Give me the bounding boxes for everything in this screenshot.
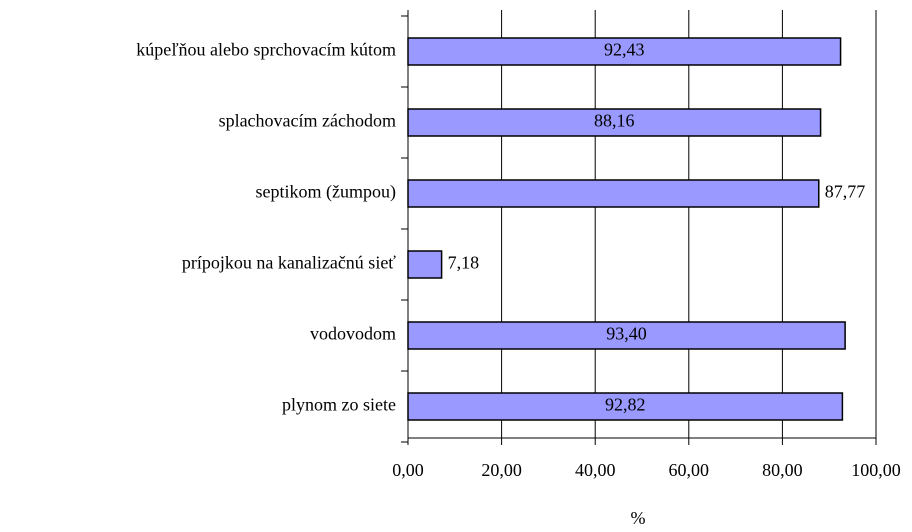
bar bbox=[407, 179, 820, 208]
value-label: 87,77 bbox=[825, 182, 866, 202]
y-tick-label: plynom zo siete bbox=[282, 395, 396, 415]
x-axis-label: % bbox=[631, 508, 646, 528]
value-label: 93,40 bbox=[606, 324, 647, 344]
value-label: 7,18 bbox=[448, 253, 480, 273]
y-tick-label: prípojkou na kanalizačnú sieť bbox=[182, 253, 396, 273]
value-label: 88,16 bbox=[594, 111, 635, 131]
x-tick-label: 60,00 bbox=[669, 460, 710, 480]
value-label: 92,82 bbox=[605, 395, 646, 415]
x-tick-label: 0,00 bbox=[392, 460, 424, 480]
bar bbox=[407, 250, 443, 279]
y-tick-label: splachovacím záchodom bbox=[219, 111, 396, 131]
x-tick-label: 100,00 bbox=[851, 460, 901, 480]
value-label: 92,43 bbox=[604, 40, 645, 60]
bar bbox=[407, 108, 822, 137]
x-tick-label: 40,00 bbox=[575, 460, 616, 480]
y-tick-label: vodovodom bbox=[310, 324, 396, 344]
bar bbox=[407, 321, 846, 350]
x-tick-label: 20,00 bbox=[481, 460, 522, 480]
bar bbox=[407, 392, 844, 421]
bar bbox=[407, 37, 842, 66]
y-tick-label: kúpeľňou alebo sprchovacím kútom bbox=[136, 40, 396, 60]
x-tick-label: 80,00 bbox=[762, 460, 803, 480]
y-tick-label: septikom (žumpou) bbox=[256, 182, 396, 203]
